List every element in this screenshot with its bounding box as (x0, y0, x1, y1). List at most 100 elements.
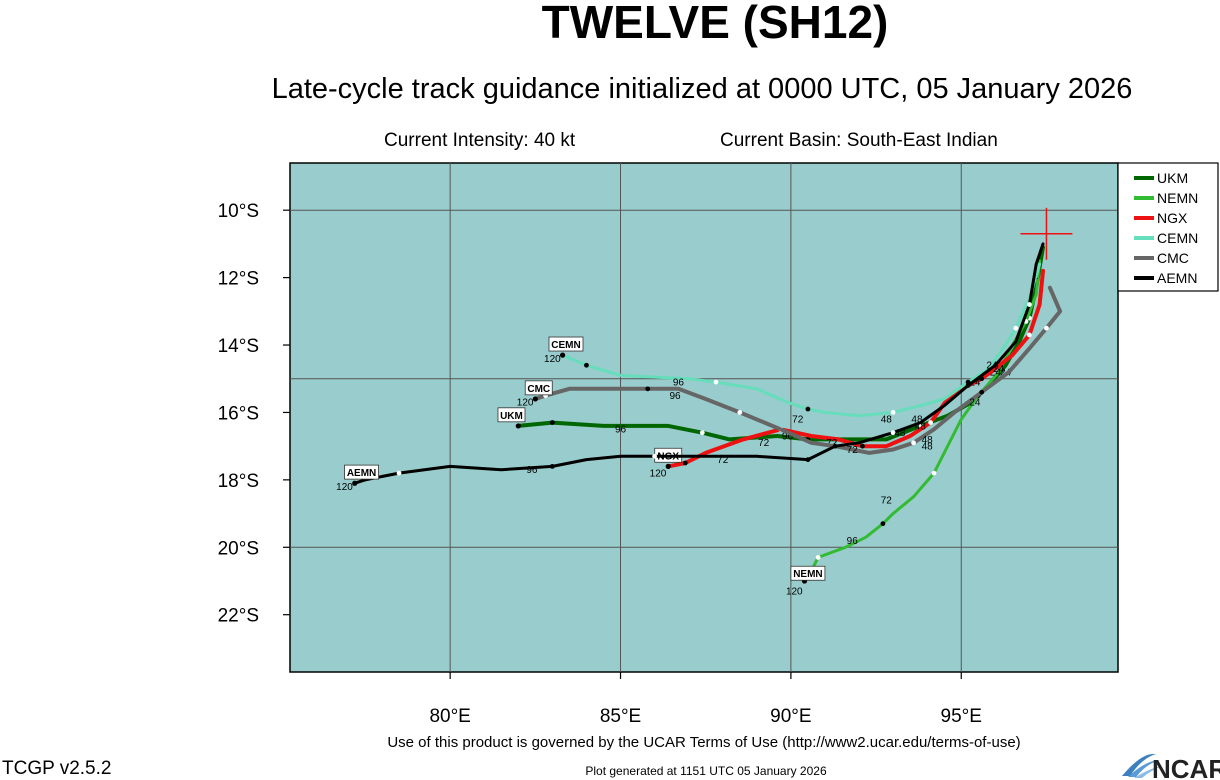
lon-tick-label: 85°E (600, 706, 641, 727)
track-point (815, 554, 821, 560)
lat-tick-label: 18°S (218, 471, 259, 492)
track-point (1027, 302, 1032, 307)
forecast-hour-label: 48 (922, 442, 934, 453)
forecast-hour-label: 72 (847, 445, 859, 456)
forecast-hour-label: 48 (922, 435, 934, 446)
legend-item-nemn: NEMN (1134, 190, 1198, 206)
forecast-hour-label: 96 (615, 425, 627, 436)
terms-of-use: Use of this product is governed by the U… (387, 734, 1021, 751)
ncar-logo: NCAR (1122, 753, 1220, 780)
forecast-hour-label: 72 (792, 415, 804, 426)
track-point (890, 410, 896, 415)
lat-tick-label: 16°S (218, 403, 259, 424)
track-point (805, 457, 811, 463)
legend-label: AEMN (1157, 270, 1197, 286)
forecast-hour-label: 72 (826, 438, 838, 449)
track-point (1044, 325, 1049, 331)
forecast-hour-label: 96 (782, 431, 794, 442)
legend-label: CEMN (1157, 230, 1198, 246)
forecast-hour-label: 24 (969, 377, 981, 388)
forecast-hour-label: 48 (894, 428, 906, 439)
map-background (289, 162, 1119, 673)
legend-box (1117, 162, 1219, 292)
track-name-label: UKM (500, 411, 523, 422)
forecast-hour-label: 72 (758, 438, 770, 449)
forecast-hour-label: 48 (911, 415, 923, 426)
track-name-label: NEMN (793, 569, 822, 580)
track-point (860, 443, 865, 449)
page-title: TWELVE (SH12) (541, 0, 889, 48)
track-point (549, 420, 555, 425)
track-point (979, 389, 985, 395)
ncar-logo-text: NCAR (1152, 754, 1220, 780)
version-label: TCGP v2.5.2 (2, 758, 112, 779)
track-point (1013, 325, 1019, 331)
track-end-point (665, 463, 671, 469)
track-end-point (352, 480, 358, 486)
forecast-hour-label: 48 (881, 415, 893, 426)
track-line (666, 268, 1045, 469)
track-line (561, 262, 1042, 418)
forecast-hour-label: 120 (517, 398, 534, 409)
legend-label: UKM (1157, 170, 1188, 186)
track-point (549, 463, 555, 469)
track-line (516, 245, 1045, 442)
forecast-hour-label: 120 (650, 468, 667, 479)
track-point (396, 470, 402, 476)
legend-item-cemn: CEMN (1134, 230, 1198, 246)
track-point (965, 383, 971, 388)
lat-tick-label: 20°S (218, 538, 259, 559)
track-point (931, 470, 937, 476)
track-end-point (559, 352, 566, 358)
axis-labels: 80°E 85°E 90°E 95°E 10°S 12°S 14°S 16°S 18°S 20°S… (218, 201, 982, 727)
current-intensity: Current Intensity: 40 kt (384, 130, 576, 151)
legend-label: NGX (1157, 210, 1188, 226)
track-point (645, 386, 651, 392)
track-line (533, 285, 1063, 455)
track-name-label: CMC (527, 384, 550, 395)
forecast-hour-label: 96 (673, 377, 685, 388)
forecast-hour-label: 96 (526, 465, 538, 476)
legend-item-ngx: NGX (1134, 210, 1188, 226)
lat-tick-label: 22°S (218, 606, 259, 627)
track-point (880, 521, 886, 527)
track-name-box (344, 464, 379, 480)
legend-item-cmc: CMC (1134, 250, 1189, 266)
track-end-point (532, 396, 538, 402)
forecast-hour-label: 24 (969, 398, 981, 409)
track-point (737, 410, 743, 415)
current-basin: Current Basin: South-East Indian (720, 130, 998, 151)
track-point (652, 453, 657, 459)
track-aemn: 24 48 72 96 AEMN 120 (336, 242, 1045, 493)
forecast-hour-label: 48 (915, 421, 927, 432)
track-name-label: AEMN (347, 468, 376, 479)
track-point (584, 362, 589, 368)
forecast-hour-label: 24 (993, 364, 1005, 375)
lon-tick-label: 95°E (941, 706, 982, 727)
legend-label: NEMN (1157, 190, 1198, 206)
forecast-hour-label: 120 (786, 586, 803, 597)
storm-symbol-icon: ′ (1036, 277, 1038, 287)
track-name-label: CEMN (551, 340, 580, 351)
lat-tick-label: 12°S (218, 269, 259, 290)
generated-timestamp: Plot generated at 1151 UTC 05 January 20… (585, 764, 827, 778)
forecast-hour-label: 120 (544, 354, 561, 365)
track-name-box (790, 565, 826, 581)
legend-item-aemn: AEMN (1134, 270, 1197, 286)
forecast-hour-label: 120 (336, 482, 353, 493)
forecast-hour-label: 72 (881, 495, 893, 506)
track-cmc: 24 48 72 96 CMC 120 (517, 285, 1063, 456)
legend: UKM NEMN NGX CEMN CMC AEMN (1117, 162, 1219, 292)
track-name-box (548, 336, 584, 352)
forecast-hour-label: 72 (717, 455, 729, 466)
track-point (699, 430, 705, 436)
ncar-globe-icon (1122, 753, 1162, 778)
track-point (713, 379, 719, 385)
track-point (911, 440, 916, 446)
forecast-hour-label: 24 (990, 367, 1002, 378)
track-ukm: 24 48 72 96 UKM (497, 245, 1045, 449)
lat-tick-label: 14°S (218, 336, 259, 357)
legend-label: CMC (1157, 250, 1189, 266)
legend-item-ukm: UKM (1134, 170, 1188, 186)
